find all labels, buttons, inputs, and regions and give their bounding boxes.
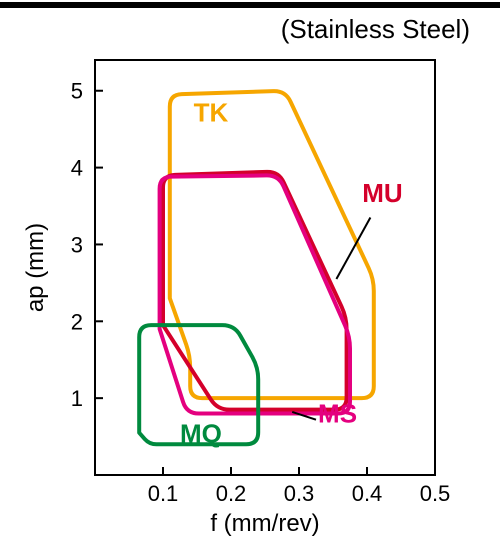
y-tick-label: 2 [71,309,83,334]
x-tick-label: 0.2 [216,481,247,506]
x-axis-label: f (mm/rev) [210,510,319,537]
figure-stage: (Stainless Steel) 0.1 0.2 0.3 0.4 0.5 1 2 3 4 5 f … [0,0,500,545]
region-label-mq: MQ [180,419,222,449]
y-tick-label: 3 [71,232,83,257]
y-tick-label: 4 [71,156,83,181]
top-rule [0,2,500,8]
region-ms [160,175,350,413]
chart-svg: 0.1 0.2 0.3 0.4 0.5 1 2 3 4 5 f (mm/rev) ap (mm) TK M… [0,0,500,545]
y-tick-label: 5 [71,79,83,104]
x-tick-label: 0.5 [420,481,451,506]
chart-title: (Stainless Steel) [281,14,470,45]
x-tick-label: 0.4 [352,481,383,506]
region-label-mu: MU [362,178,402,208]
x-tick-label: 0.1 [148,481,179,506]
leader-mu [336,218,370,279]
regions-group [139,91,374,444]
y-tick-label: 1 [71,386,83,411]
x-tick-label: 0.3 [284,481,315,506]
region-tk [170,91,374,398]
region-label-tk: TK [194,97,229,127]
y-axis-label: ap (mm) [22,223,49,312]
region-label-ms: MS [318,399,357,429]
